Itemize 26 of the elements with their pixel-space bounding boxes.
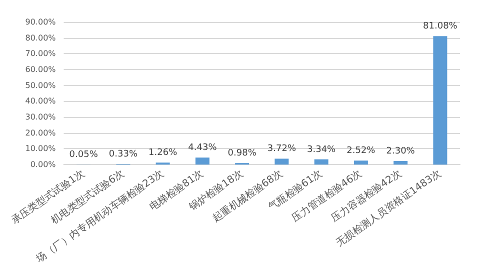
y-tick-label: 50.00% — [25, 80, 56, 90]
y-tick-label: 0.00% — [30, 160, 56, 170]
y-tick-label: 20.00% — [25, 128, 56, 138]
data-label: 0.98% — [228, 148, 257, 159]
y-tick-label: 30.00% — [25, 112, 56, 122]
y-tick-label: 60.00% — [25, 65, 56, 74]
data-label: 1.26% — [148, 148, 178, 158]
y-tick-label: 80.00% — [25, 33, 56, 42]
bar — [354, 160, 368, 165]
data-label: 2.30% — [386, 146, 416, 156]
data-label: 0.05% — [69, 150, 98, 160]
y-tick-label: 40.00% — [25, 96, 56, 106]
data-label: 4.43% — [188, 143, 218, 154]
bar — [433, 36, 448, 165]
data-label: 81.08% — [423, 22, 458, 32]
data-label: 0.33% — [108, 150, 138, 160]
bar — [195, 158, 210, 165]
bar — [274, 158, 289, 165]
bar — [314, 159, 328, 165]
data-label: 2.52% — [346, 146, 376, 156]
bar — [394, 160, 408, 165]
data-label: 3.34% — [307, 144, 336, 155]
y-tick-label: 10.00% — [25, 144, 56, 154]
data-label: 3.72% — [267, 144, 296, 154]
y-tick-label: 70.00% — [25, 49, 56, 58]
y-tick-label: 90.00% — [25, 18, 56, 26]
